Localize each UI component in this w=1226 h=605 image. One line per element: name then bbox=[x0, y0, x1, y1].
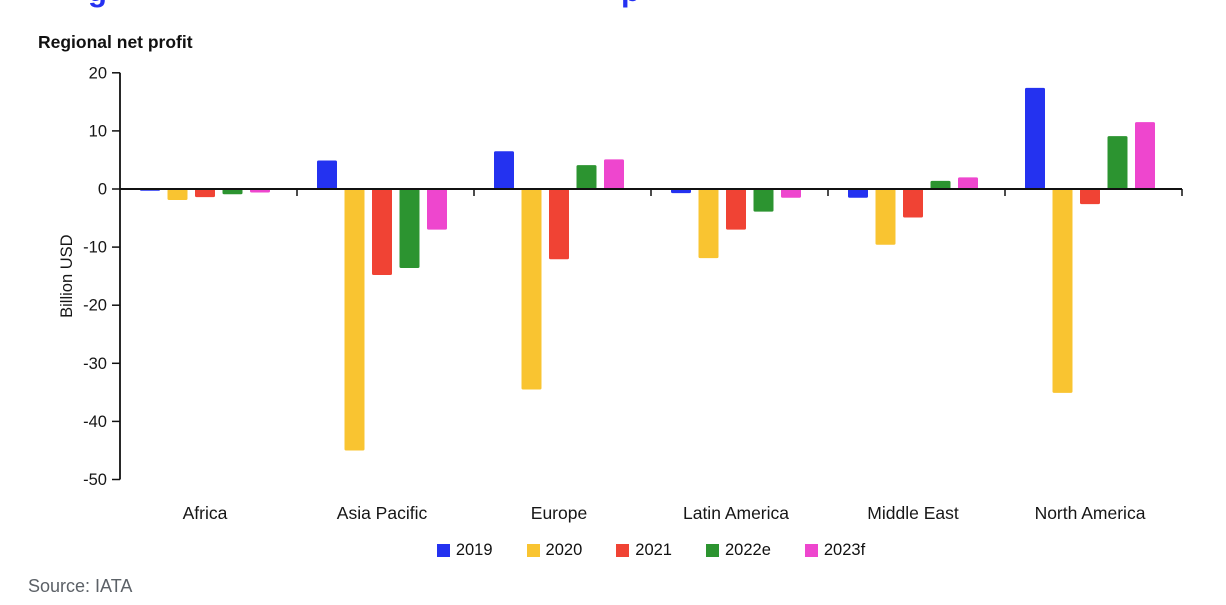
bar-2019-europe bbox=[494, 151, 514, 189]
bar-2022e-asia-pacific bbox=[399, 189, 420, 269]
y-tick-label: 20 bbox=[89, 64, 107, 82]
category-label-middle-east: Middle East bbox=[867, 503, 959, 523]
legend-swatch-icon bbox=[804, 544, 818, 557]
bar-2019-asia-pacific bbox=[317, 160, 337, 189]
clipped-title-fragment: g bbox=[88, 0, 107, 6]
category-label-africa: Africa bbox=[183, 503, 228, 523]
legend-item-2022e: 2022e bbox=[705, 541, 771, 560]
legend-swatch-icon bbox=[616, 544, 630, 557]
source-note: Source: IATA bbox=[28, 576, 133, 596]
bar-2022e-middle-east bbox=[930, 180, 951, 189]
bar-2022e-north-america bbox=[1107, 136, 1128, 189]
bar-2021-africa bbox=[195, 189, 215, 198]
y-tick-label: -10 bbox=[83, 239, 107, 257]
bar-2020-latin-america bbox=[698, 189, 719, 259]
legend-label: 2020 bbox=[545, 541, 583, 559]
bar-2019-north-america bbox=[1025, 87, 1045, 189]
chart-title: Regional net profit bbox=[38, 32, 193, 52]
legend-label: 2019 bbox=[455, 541, 493, 559]
clipped-page-title: g p bbox=[0, 0, 1226, 9]
bar-2020-africa bbox=[167, 189, 188, 201]
y-tick-label: -40 bbox=[83, 413, 107, 431]
category-label-asia-pacific: Asia Pacific bbox=[337, 503, 428, 523]
y-tick-label: -20 bbox=[83, 297, 107, 315]
y-tick-label: -50 bbox=[83, 471, 107, 489]
y-tick-label: -30 bbox=[83, 355, 107, 373]
category-label-latin-america: Latin America bbox=[683, 503, 789, 523]
bar-2021-europe bbox=[549, 189, 569, 260]
bar-2022e-europe bbox=[576, 165, 597, 189]
bar-2020-middle-east bbox=[875, 189, 896, 245]
legend-label: 2022e bbox=[724, 541, 771, 559]
bar-2022e-africa bbox=[222, 189, 243, 195]
legend-item-2023f: 2023f bbox=[804, 541, 866, 560]
category-label-europe: Europe bbox=[531, 503, 587, 523]
bar-2023f-latin-america bbox=[781, 189, 801, 198]
bar-2023f-middle-east bbox=[958, 177, 978, 189]
bar-2021-latin-america bbox=[726, 189, 746, 230]
bar-2020-asia-pacific bbox=[344, 189, 365, 451]
clipped-title-fragment: p bbox=[621, 0, 640, 6]
legend-label: 2023f bbox=[823, 541, 866, 559]
bar-2022e-latin-america bbox=[753, 189, 774, 212]
bar-2021-asia-pacific bbox=[372, 189, 392, 275]
legend-item-2020: 2020 bbox=[526, 541, 583, 560]
chart-legend: 2019 2020 2021 2022e 2023f bbox=[120, 541, 1182, 560]
bar-2019-latin-america bbox=[671, 189, 691, 194]
bar-2023f-north-america bbox=[1135, 122, 1155, 189]
y-tick-label: 0 bbox=[98, 181, 107, 199]
bar-2021-middle-east bbox=[903, 189, 923, 218]
legend-label: 2021 bbox=[635, 541, 672, 559]
y-tick-label: 10 bbox=[89, 122, 107, 140]
bar-2020-north-america bbox=[1052, 189, 1073, 393]
legend-swatch-icon bbox=[436, 544, 450, 557]
legend-item-2019: 2019 bbox=[436, 541, 493, 560]
bar-2023f-asia-pacific bbox=[427, 189, 447, 230]
bar-2021-north-america bbox=[1080, 189, 1100, 205]
bar-2023f-europe bbox=[604, 159, 624, 189]
y-axis-title: Billion USD bbox=[58, 234, 76, 318]
legend-swatch-icon bbox=[705, 544, 719, 557]
bar-2020-europe bbox=[521, 189, 542, 390]
legend-item-2021: 2021 bbox=[616, 541, 672, 560]
category-label-north-america: North America bbox=[1035, 503, 1146, 523]
legend-swatch-icon bbox=[526, 544, 540, 557]
bar-2019-middle-east bbox=[848, 189, 868, 198]
